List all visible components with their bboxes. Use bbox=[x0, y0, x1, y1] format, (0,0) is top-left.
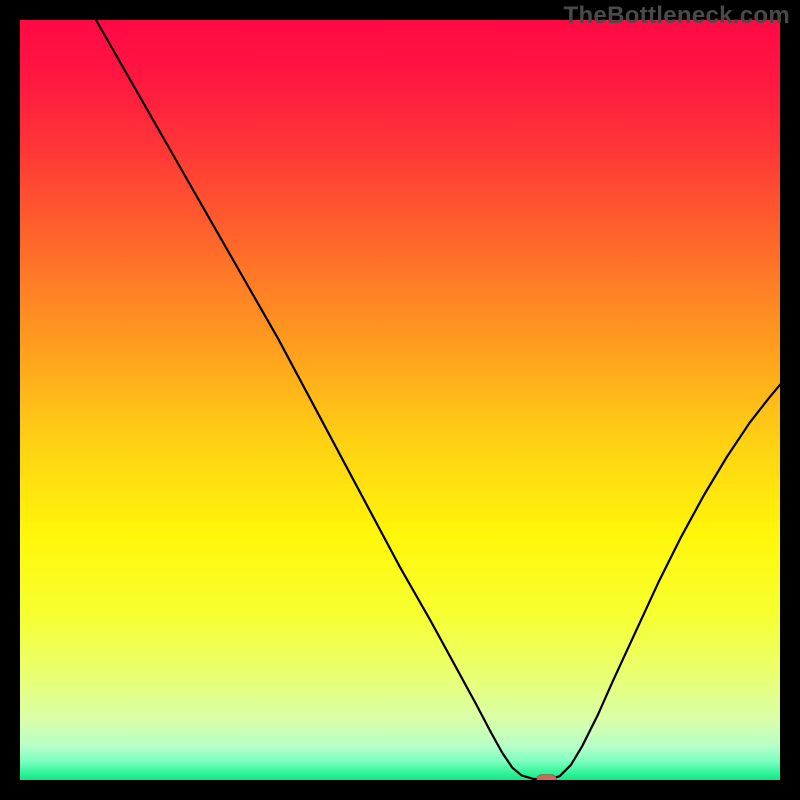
gradient-background bbox=[20, 20, 780, 780]
plot-area bbox=[20, 20, 780, 780]
watermark-text: TheBottleneck.com bbox=[564, 2, 790, 30]
chart-frame: TheBottleneck.com bbox=[0, 0, 800, 800]
optimum-marker bbox=[537, 775, 557, 780]
bottleneck-curve-chart bbox=[20, 20, 780, 780]
